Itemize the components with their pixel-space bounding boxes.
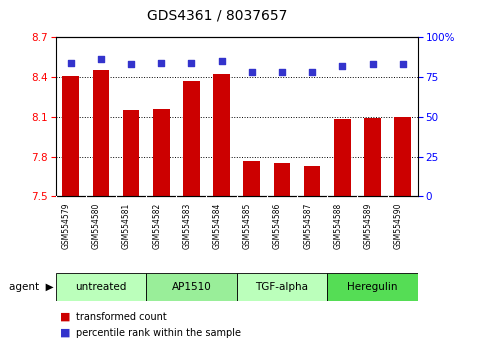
Text: GSM554580: GSM554580 [92, 202, 101, 249]
Point [399, 61, 407, 67]
Bar [62, 76, 79, 196]
Text: GSM554579: GSM554579 [62, 202, 71, 249]
Text: GSM554589: GSM554589 [364, 202, 372, 249]
Point [339, 63, 346, 69]
Point [369, 61, 376, 67]
Text: ■: ■ [60, 312, 71, 322]
Bar [93, 70, 109, 196]
Text: GSM554587: GSM554587 [303, 202, 312, 249]
Bar [237, 273, 327, 301]
Text: percentile rank within the sample: percentile rank within the sample [76, 328, 241, 338]
Point [308, 69, 316, 75]
Bar [183, 81, 199, 196]
Text: GDS4361 / 8037657: GDS4361 / 8037657 [147, 9, 287, 23]
Bar [395, 117, 411, 196]
Point [218, 58, 226, 64]
Text: GSM554583: GSM554583 [183, 202, 191, 249]
Text: AP1510: AP1510 [171, 282, 211, 292]
Text: GSM554588: GSM554588 [333, 202, 342, 249]
Bar [327, 273, 418, 301]
Bar [56, 273, 146, 301]
Text: GSM554582: GSM554582 [152, 202, 161, 249]
Text: GSM554590: GSM554590 [394, 202, 403, 249]
Point [97, 57, 105, 62]
Point [67, 60, 74, 65]
Bar [274, 163, 290, 196]
Text: GSM554584: GSM554584 [213, 202, 222, 249]
Text: untreated: untreated [75, 282, 127, 292]
Text: Heregulin: Heregulin [347, 282, 398, 292]
Bar [304, 166, 320, 196]
Text: GSM554581: GSM554581 [122, 202, 131, 249]
Point [127, 61, 135, 67]
Text: ■: ■ [60, 328, 71, 338]
Text: GSM554586: GSM554586 [273, 202, 282, 249]
Bar [123, 110, 139, 196]
Bar [364, 118, 381, 196]
Text: GSM554585: GSM554585 [243, 202, 252, 249]
Bar [213, 74, 230, 196]
Bar [243, 161, 260, 196]
Bar [334, 119, 351, 196]
Point [278, 69, 286, 75]
Point [248, 69, 256, 75]
Point [157, 60, 165, 65]
Point [187, 60, 195, 65]
Text: agent  ▶: agent ▶ [9, 282, 53, 292]
Text: TGF-alpha: TGF-alpha [256, 282, 309, 292]
Bar [153, 109, 170, 196]
Bar [146, 273, 237, 301]
Text: transformed count: transformed count [76, 312, 167, 322]
